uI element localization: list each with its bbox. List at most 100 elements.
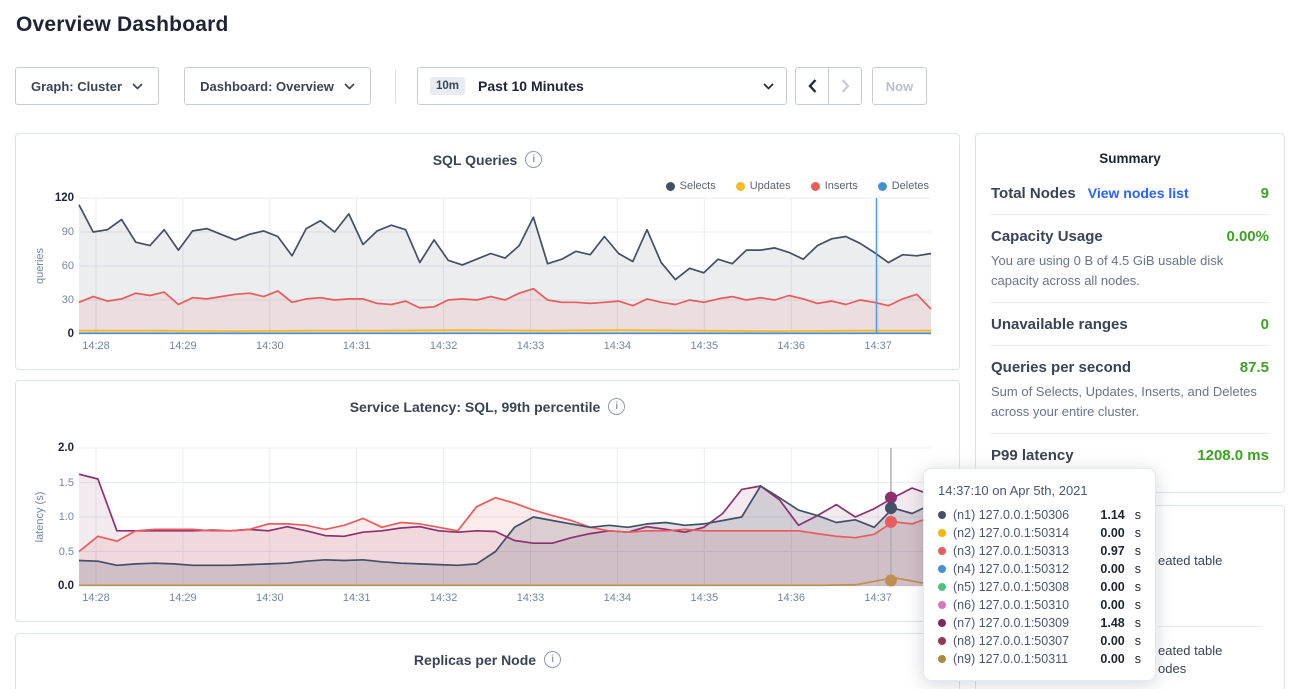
tooltip-node-label: (n4) 127.0.0.1:50312 xyxy=(953,562,1069,576)
y-tick-label: 120 xyxy=(34,192,74,204)
tooltip-node-label: (n3) 127.0.0.1:50313 xyxy=(953,544,1069,558)
service-latency-chart-panel: Service Latency: SQL, 99th percentile i … xyxy=(15,380,960,622)
tooltip-node-label: (n9) 127.0.0.1:50311 xyxy=(953,652,1068,666)
series-dot-icon xyxy=(938,583,946,591)
service-latency-plot[interactable] xyxy=(79,448,931,586)
summary-row-unavailable-ranges: Unavailable ranges 0 xyxy=(991,303,1269,346)
tooltip-unit: s xyxy=(1135,616,1141,630)
x-tick-label: 14:31 xyxy=(335,592,379,604)
y-tick-label: 0.5 xyxy=(34,546,74,558)
tooltip-row: (n2) 127.0.0.1:50314 0.00 s xyxy=(938,524,1141,542)
dashboard-dropdown-label: Dashboard: Overview xyxy=(200,79,334,94)
tooltip-node-label: (n6) 127.0.0.1:50310 xyxy=(953,598,1069,612)
time-range-label: Past 10 Minutes xyxy=(478,78,584,94)
x-tick-label: 14:36 xyxy=(769,592,813,604)
legend-label: Deletes xyxy=(892,180,929,192)
tooltip-value: 0.00 xyxy=(1100,598,1124,612)
event-divider xyxy=(1158,626,1262,627)
tooltip-unit: s xyxy=(1135,526,1141,540)
x-tick-label: 14:34 xyxy=(595,340,639,352)
tooltip-unit: s xyxy=(1135,562,1141,576)
dashboard-dropdown[interactable]: Dashboard: Overview xyxy=(184,67,371,105)
prev-range-button[interactable] xyxy=(796,68,829,104)
graph-dropdown[interactable]: Graph: Cluster xyxy=(15,67,159,105)
view-nodes-list-link[interactable]: View nodes list xyxy=(1088,185,1189,201)
legend-label: Inserts xyxy=(825,180,858,192)
tooltip-value: 0.00 xyxy=(1100,562,1124,576)
tooltip-value: 0.00 xyxy=(1100,652,1124,666)
tooltip-value: 1.14 xyxy=(1100,508,1124,522)
tooltip-unit: s xyxy=(1135,508,1141,522)
summary-value: 87.5 xyxy=(1240,359,1269,376)
tooltip-row: (n7) 127.0.0.1:503091.48s xyxy=(938,614,1141,632)
toolbar-divider xyxy=(395,70,396,103)
y-tick-label: 0.0 xyxy=(34,580,74,592)
tooltip-row: (n9) 127.0.0.1:50311 0.00 s xyxy=(938,650,1141,668)
tooltip-node-label: (n1) 127.0.0.1:50306 xyxy=(953,508,1069,522)
x-tick-label: 14:32 xyxy=(422,340,466,352)
tooltip-value: 0.00 xyxy=(1100,634,1124,648)
summary-row-capacity-usage: Capacity Usage 0.00% You are using 0 B o… xyxy=(991,215,1269,303)
x-tick-label: 14:35 xyxy=(682,592,726,604)
sql-queries-chart-panel: SQL Queries i Selects Updates Inserts Delet… xyxy=(15,133,960,370)
x-tick-label: 14:35 xyxy=(682,340,726,352)
series-dot-icon xyxy=(938,511,946,519)
tooltip-value: 0.00 xyxy=(1100,526,1124,540)
series-dot-icon xyxy=(938,565,946,573)
tooltip-row: (n6) 127.0.0.1:503100.00s xyxy=(938,596,1141,614)
chart-title-sql-queries: SQL Queries xyxy=(433,152,518,168)
chart-title-service-latency: Service Latency: SQL, 99th percentile xyxy=(350,399,601,415)
tooltip-node-label: (n8) 127.0.0.1:50307 xyxy=(953,634,1069,648)
tooltip-unit: s xyxy=(1135,544,1141,558)
now-button[interactable]: Now xyxy=(872,67,927,105)
legend-item-deletes[interactable]: Deletes xyxy=(878,180,929,192)
series-dot-icon xyxy=(938,547,946,555)
legend-item-updates[interactable]: Updates xyxy=(736,180,791,192)
tooltip-node-label: (n5) 127.0.0.1:50308 xyxy=(953,580,1069,594)
y-tick-label: 60 xyxy=(34,260,74,272)
info-icon[interactable]: i xyxy=(544,651,561,668)
summary-value: 0.00% xyxy=(1226,228,1269,245)
y-tick-label: 2.0 xyxy=(34,442,74,454)
y-tick-label: 90 xyxy=(34,226,74,238)
event-text-fragment: eated table xyxy=(1158,643,1222,658)
event-text-fragment: eated table xyxy=(1158,553,1222,568)
summary-value: 0 xyxy=(1261,316,1269,333)
summary-title: Summary xyxy=(976,134,1284,172)
tooltip-node-label: (n2) 127.0.0.1:50314 xyxy=(953,526,1069,540)
chevron-down-icon xyxy=(344,83,355,90)
tooltip-rows: (n1) 127.0.0.1:503061.14s(n2) 127.0.0.1:… xyxy=(938,506,1141,668)
legend-item-selects[interactable]: Selects xyxy=(666,180,716,192)
time-range-dropdown[interactable]: 10m Past 10 Minutes xyxy=(417,67,787,105)
summary-row-total-nodes: Total Nodes View nodes list 9 xyxy=(991,172,1269,215)
legend-dot-icon xyxy=(666,182,675,191)
next-range-button[interactable] xyxy=(829,68,861,104)
summary-panel: Summary Total Nodes View nodes list 9 Ca… xyxy=(975,133,1285,493)
chart-legend: Selects Updates Inserts Deletes xyxy=(666,180,929,192)
legend-label: Updates xyxy=(750,180,791,192)
x-tick-label: 14:33 xyxy=(509,340,553,352)
chevron-right-icon xyxy=(841,79,850,93)
time-range-pager xyxy=(795,67,862,105)
summary-value: 1208.0 ms xyxy=(1197,447,1269,464)
x-tick-label: 14:32 xyxy=(422,592,466,604)
x-tick-label: 14:31 xyxy=(335,340,379,352)
sql-queries-plot[interactable] xyxy=(79,198,931,334)
series-dot-icon xyxy=(938,655,946,663)
x-tick-label: 14:28 xyxy=(74,592,118,604)
graph-dropdown-label: Graph: Cluster xyxy=(31,79,122,94)
legend-dot-icon xyxy=(878,182,887,191)
info-icon[interactable]: i xyxy=(608,398,625,415)
info-icon[interactable]: i xyxy=(525,151,542,168)
summary-label: P99 latency xyxy=(991,447,1074,464)
tooltip-row: (n5) 127.0.0.1:503080.00s xyxy=(938,578,1141,596)
tooltip-row: (n8) 127.0.0.1:503070.00s xyxy=(938,632,1141,650)
tooltip-value: 0.00 xyxy=(1100,580,1124,594)
tooltip-unit: s xyxy=(1135,652,1141,666)
legend-item-inserts[interactable]: Inserts xyxy=(811,180,858,192)
tooltip-value: 1.48 xyxy=(1100,616,1124,630)
x-tick-label: 14:37 xyxy=(856,340,900,352)
tooltip-row: (n3) 127.0.0.1:503130.97s xyxy=(938,542,1141,560)
summary-row-queries-per-second: Queries per second 87.5 Sum of Selects, … xyxy=(991,346,1269,434)
summary-description: Sum of Selects, Updates, Inserts, and De… xyxy=(991,382,1269,421)
